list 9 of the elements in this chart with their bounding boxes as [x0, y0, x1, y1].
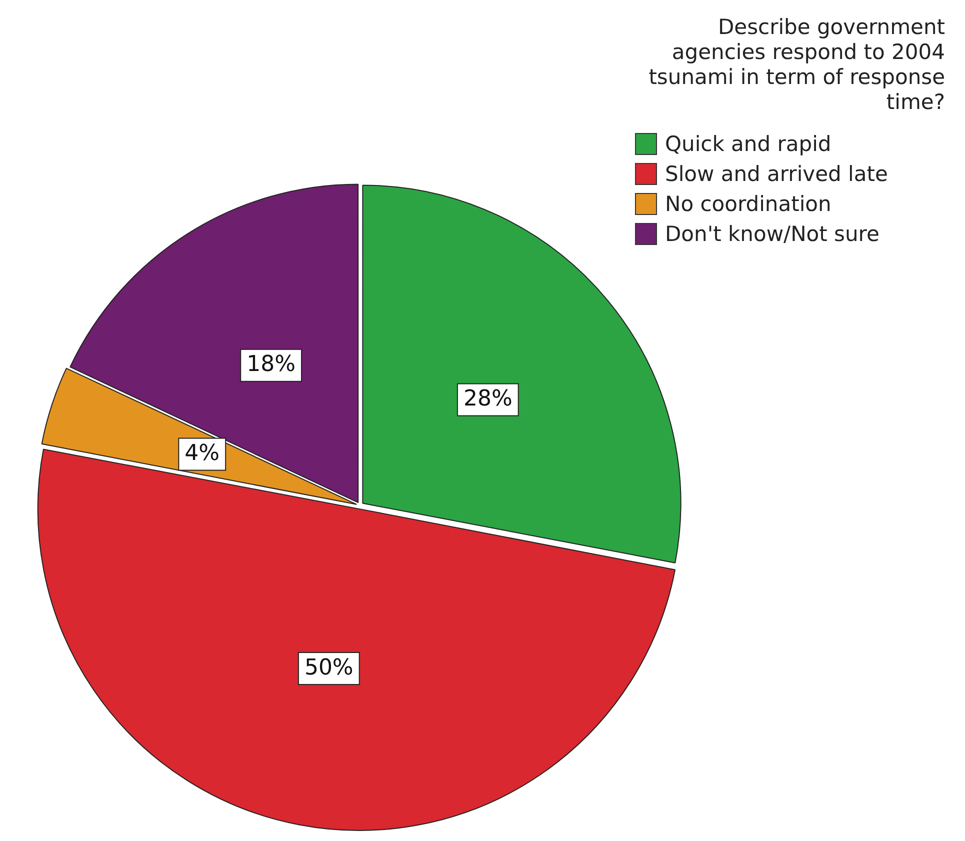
legend-label: Don't know/Not sure [665, 222, 880, 246]
data-label: 28% [463, 386, 512, 412]
data-label: 50% [304, 655, 354, 680]
data-label: 18% [246, 352, 296, 378]
data-label: 4% [184, 440, 220, 466]
legend-label: Quick and rapid [665, 132, 832, 156]
legend-label: Slow and arrived late [665, 162, 888, 186]
legend-title: Describe government agencies respond to 2004 tsunami in term of response time? [648, 15, 945, 115]
legend-label: No coordination [665, 192, 832, 216]
